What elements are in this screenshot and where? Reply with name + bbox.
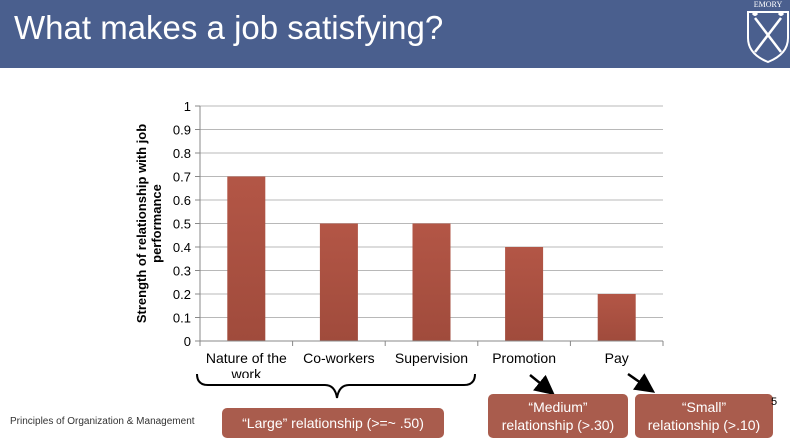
x-category-label: Nature of the work [206, 350, 287, 378]
y-tick-labels: 0 0.1 0.2 0.3 0.4 0.5 0.6 0.7 0.8 0.9 1 [173, 99, 191, 349]
x-category-labels: Nature of the work Co-workers Supervision Pr… [206, 350, 629, 378]
slide-title: What makes a job satisfying? [14, 9, 444, 46]
small-callout-line2: relationship (>.10) [647, 417, 761, 433]
y-tick-label: 0.6 [173, 193, 191, 208]
small-callout-line1: “Small” [681, 399, 727, 415]
y-tick-label: 0.9 [173, 123, 191, 138]
y-tick-label: 0.5 [173, 217, 191, 232]
y-tick-label: 0.8 [173, 146, 191, 161]
small-callout-text: “Small” relationship (>.10) [648, 398, 760, 434]
y-axis-title: Strength of relationship with jobperform… [134, 124, 164, 323]
page-number: 5 [771, 396, 778, 408]
bar [597, 294, 636, 341]
medium-relationship-callout: “Medium” relationship (>.30) [488, 394, 628, 438]
medium-callout-line2: relationship (>.30) [501, 417, 615, 433]
emory-shield-icon: EMORY [747, 0, 789, 64]
y-tick-label: 0.3 [173, 264, 191, 279]
x-category-label: Pay [605, 350, 629, 366]
logo-lettering: EMORY [754, 0, 783, 9]
bar [319, 223, 358, 341]
title-banner: What makes a job satisfying? EMORY [0, 0, 790, 68]
large-relationship-callout: “Large” relationship (>=~ .50) [222, 408, 444, 438]
axes [199, 106, 664, 346]
y-tick-label: 0.4 [173, 240, 191, 255]
bar [505, 247, 544, 341]
bars [227, 176, 636, 341]
small-relationship-callout: “Small” relationship (>.10) [635, 394, 773, 438]
y-tick-label: 0 [184, 334, 191, 349]
x-category-label: Supervision [395, 350, 468, 366]
y-tick-label: 0.1 [173, 311, 191, 326]
y-tick-label: 0.2 [173, 287, 191, 302]
y-tick-label: 1 [184, 99, 191, 114]
x-category-label: Promotion [492, 350, 556, 366]
large-callout-text: “Large” relationship (>=~ .50) [242, 415, 424, 431]
x-category-label: Co-workers [303, 350, 375, 366]
bar-chart: 0 0.1 0.2 0.3 0.4 0.5 0.6 0.7 0.8 0.9 1 Nature of … [134, 99, 664, 378]
y-tick-label: 0.7 [173, 170, 191, 185]
bar [412, 223, 451, 341]
footer-text: Principles of Organization & Management [10, 416, 195, 427]
bar [227, 176, 266, 341]
medium-callout-text: “Medium” relationship (>.30) [502, 398, 614, 434]
medium-callout-line1: “Medium” [528, 399, 588, 415]
